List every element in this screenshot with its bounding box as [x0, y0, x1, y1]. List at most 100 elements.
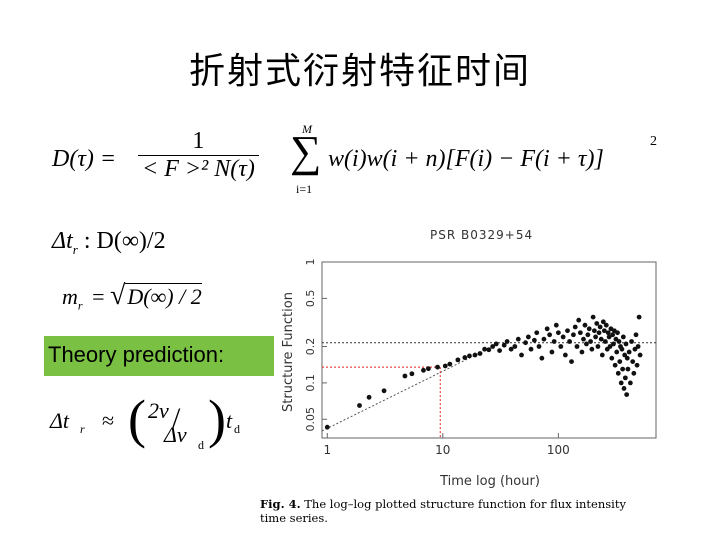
- data-point: [381, 388, 387, 394]
- eq4-lhs: Δt: [50, 408, 70, 433]
- data-point: [442, 363, 448, 369]
- data-point: [607, 344, 613, 349]
- data-point: [486, 347, 492, 353]
- fit-line: [321, 343, 499, 432]
- data-point: [581, 336, 586, 342]
- data-point: [525, 334, 531, 340]
- eq4-tail-sub: d: [234, 422, 240, 436]
- equation-structure-function: D(τ) = 1 < F >² N(τ) M ∑ i=1 w(i)w(i + n…: [52, 122, 672, 200]
- plot-frame: [321, 261, 657, 439]
- slide-title: 折射式衍射特征时间: [188, 51, 531, 92]
- data-point: [572, 324, 578, 330]
- data-point: [534, 330, 540, 336]
- data-point: [555, 330, 561, 336]
- data-point: [579, 349, 585, 355]
- data-point: [589, 346, 595, 352]
- data-point: [508, 346, 514, 352]
- data-point: [630, 359, 636, 364]
- data-point: [624, 355, 630, 361]
- eq2-lhs: Δt: [52, 228, 73, 254]
- sigma-icon: ∑: [290, 127, 322, 176]
- data-point: [541, 336, 547, 342]
- figure-caption: Fig. 4. The log–log plotted structure fu…: [260, 497, 690, 525]
- data-point: [528, 346, 534, 352]
- data-point: [624, 392, 630, 397]
- data-point: [620, 366, 626, 372]
- eq3-radicand: D(∞) / 2: [125, 283, 202, 309]
- data-point: [425, 366, 431, 372]
- data-point: [598, 336, 604, 342]
- data-point: [637, 352, 643, 358]
- data-point: [536, 344, 542, 349]
- data-point: [482, 346, 488, 352]
- data-point: [472, 352, 478, 358]
- data-point: [606, 334, 612, 340]
- data-point: [599, 352, 605, 358]
- data-point: [597, 324, 603, 330]
- data-point: [409, 371, 415, 377]
- data-point: [523, 340, 528, 346]
- eq2-rhs: : D(∞)/2: [77, 228, 166, 254]
- y-tick-label: 1: [304, 259, 317, 266]
- data-point: [586, 326, 592, 332]
- data-point: [585, 332, 591, 338]
- y-axis-label: Structure Function: [281, 292, 296, 412]
- data-point: [622, 375, 628, 381]
- plot-title: PSR B0329+54: [430, 228, 534, 242]
- data-point: [632, 346, 638, 352]
- data-point: [636, 314, 642, 320]
- data-point: [462, 355, 468, 360]
- data-point: [615, 370, 621, 376]
- data-point: [562, 352, 568, 358]
- data-point: [618, 344, 623, 349]
- y-tick-label: 0.05: [304, 407, 317, 432]
- data-point: [610, 332, 616, 338]
- data-point: [612, 362, 618, 368]
- data-point: [577, 330, 583, 336]
- y-tick-label: 0.1: [304, 374, 317, 392]
- eq4-den: Δν: [164, 422, 187, 447]
- sqrt-icon: √: [109, 280, 126, 311]
- data-point: [600, 319, 606, 325]
- data-point: [467, 353, 472, 359]
- eq3-equals: =: [92, 284, 105, 309]
- data-point: [560, 334, 566, 340]
- data-point: [553, 322, 559, 328]
- data-point: [614, 349, 620, 355]
- theory-highlight: [44, 336, 274, 376]
- eq4-num: 2ν: [148, 398, 169, 423]
- left-paren-icon: (: [128, 389, 146, 449]
- data-point: [455, 357, 461, 363]
- data-point: [605, 330, 611, 336]
- eq1-sum-top: M: [302, 122, 312, 136]
- x-tick-label: 10: [435, 443, 450, 457]
- data-point: [558, 344, 564, 349]
- data-point: [629, 339, 634, 344]
- data-point: [582, 322, 588, 328]
- data-point: [519, 352, 524, 358]
- data-point: [571, 332, 576, 338]
- eq1-body: w(i)w(i + n)[F(i) − F(i + τ)]: [328, 146, 604, 172]
- data-point: [618, 380, 624, 386]
- eq4-sub: r: [80, 422, 85, 436]
- data-point: [635, 344, 641, 349]
- y-tick-label: 0.5: [304, 290, 317, 308]
- eq1-lhs: D(τ) =: [52, 146, 117, 172]
- caption-line2: time series.: [260, 511, 328, 525]
- data-point: [619, 346, 625, 352]
- eq3-sub: r: [77, 298, 83, 313]
- data-point: [625, 366, 631, 372]
- data-point: [501, 342, 507, 348]
- eq4-den-sub: d: [198, 438, 204, 452]
- data-point: [584, 341, 589, 347]
- data-point: [617, 359, 623, 364]
- data-point: [609, 355, 615, 361]
- eq4-approx: ≈: [102, 408, 115, 433]
- data-point: [447, 361, 453, 367]
- data-point: [531, 337, 537, 343]
- data-point: [596, 330, 602, 336]
- data-point: [615, 330, 620, 336]
- data-point: [490, 344, 496, 349]
- eq3-lhs: m: [62, 284, 78, 309]
- data-point: [601, 328, 607, 334]
